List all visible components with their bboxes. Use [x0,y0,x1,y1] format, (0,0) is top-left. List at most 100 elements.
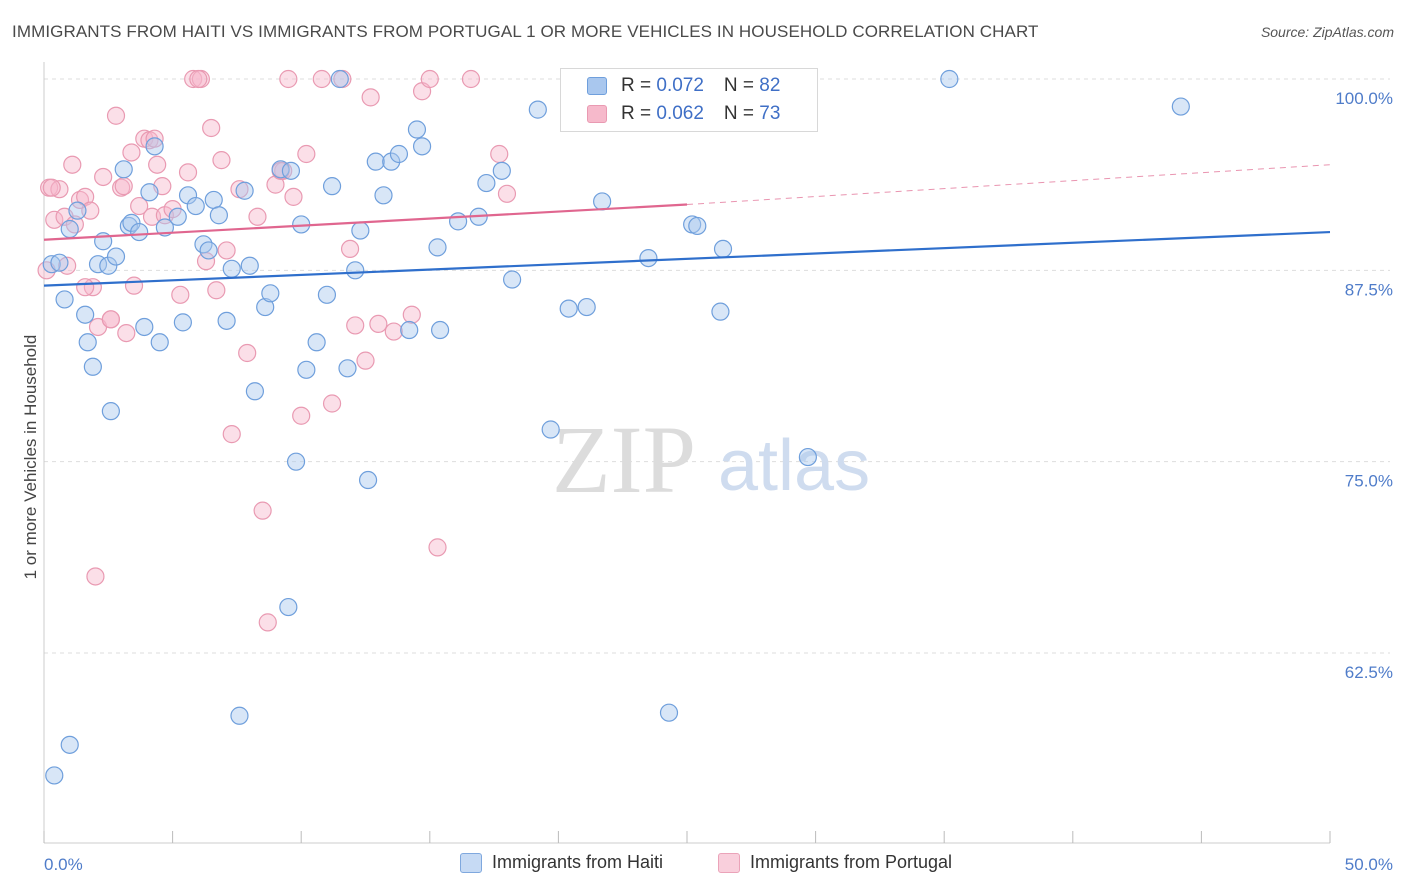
y-tick-label: 100.0% [1335,89,1393,108]
haiti-point [297,360,316,379]
haiti-point [135,317,154,337]
portugal-point [202,118,221,138]
portugal-point [340,239,360,259]
haiti-point [503,270,522,289]
haiti-point [256,297,275,317]
portugal-point [189,69,208,89]
portugal-point [114,177,133,196]
haiti-point [222,259,241,278]
y-tick-label: 75.0% [1345,472,1393,491]
haiti-point [346,261,365,280]
haiti-point [99,256,118,275]
portugal-point [402,305,421,324]
legend-n-label: N = [723,103,760,124]
portugal-point [384,322,403,341]
haiti-point [173,313,192,332]
portugal-point [94,167,113,187]
haiti-point [60,219,79,239]
haiti-point [412,137,432,156]
portugal-point [171,285,190,304]
portugal-point [361,88,380,107]
bottom-legend-portugal[interactable]: Immigrants from Portugal [718,852,952,873]
portugal-point [76,278,95,297]
portugal-point [346,316,365,335]
portugal-point [420,69,439,89]
watermark-atlas: atlas [718,426,870,506]
haiti-point [407,120,427,139]
watermark: ZIP atlas [552,406,870,513]
haiti-point [68,201,87,220]
haiti-point [150,333,169,352]
haiti-point [261,284,280,303]
legend-r-label: R = [621,75,657,96]
portugal-point [148,155,167,174]
portugal-point [322,394,342,413]
haiti-point [145,137,164,156]
bottom-legend-haiti[interactable]: Immigrants from Haiti [460,852,663,873]
y-tick-label: 62.5% [1345,663,1393,682]
haiti-point [382,152,401,171]
haiti-point [230,706,249,725]
x-tick-label: 0.0% [44,855,83,874]
portugal-point [124,276,144,295]
portugal-point [81,201,100,220]
bottom-legend-haiti-label: Immigrants from Haiti [492,852,664,872]
haiti-point [389,144,409,164]
legend-row-portugal: R = 0.062 N = 73 [587,101,780,127]
haiti-point [374,186,393,205]
haiti-point [204,190,223,210]
haiti-point [199,241,218,260]
haiti-point [76,305,95,324]
chart-title: IMMIGRANTS FROM HAITI VS IMMIGRANTS FROM… [12,22,1039,41]
haiti-point [492,161,511,180]
haiti-point [940,69,959,89]
x-tick-labels: 0.0% 50.0% [44,855,1393,874]
portugal-point [461,69,481,89]
haiti-point [659,703,679,722]
haiti-point [106,247,126,266]
haiti-point [168,207,187,226]
legend-n-value: 73 [759,103,781,124]
haiti-point [122,213,141,232]
haiti-point [140,183,159,202]
haiti-point [477,173,496,193]
portugal-point [42,178,61,197]
haiti-point [286,452,306,471]
legend-r-value: 0.072 [656,75,704,96]
haiti-point [1171,97,1190,116]
haiti-point [42,255,61,274]
portugal-point [238,343,257,363]
points-haiti [42,69,1190,785]
haiti-point [430,320,450,340]
haiti-point [307,333,326,352]
watermark-zip: ZIP [552,406,696,513]
portugal-point [248,207,267,226]
legend-swatch-haiti [587,77,607,95]
portugal-point [145,129,164,148]
axes [43,62,1331,844]
haiti-point [338,359,357,378]
haiti-point [281,161,301,180]
legend-n-label: N = [723,75,760,96]
haiti-point [351,221,370,240]
haiti-point [60,735,79,754]
y-tick-label: 87.5% [1345,280,1393,299]
haiti-point [114,160,133,179]
haiti-point [428,238,447,257]
portugal-point [297,144,316,164]
portugal-point [258,613,277,632]
haiti-point [55,290,74,309]
haiti-point [688,216,707,236]
portugal-point [50,180,69,199]
portugal-point [207,281,226,300]
haiti-point [45,766,64,785]
portugal-point [86,567,105,586]
y-tick-labels: 100.0% 87.5% 75.0% 62.5% [1335,89,1393,682]
haiti-point [322,177,342,196]
points-portugal [37,69,517,632]
portugal-point [279,69,298,89]
portugal-point [428,538,447,557]
portugal-point [45,210,64,229]
portugal-trend-extension [686,164,1331,206]
